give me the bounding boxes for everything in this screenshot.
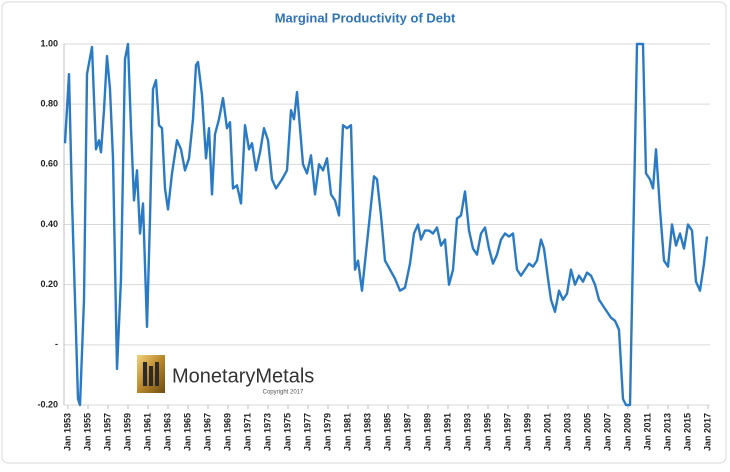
x-tick-label: Jan 1953 [62,413,72,451]
x-tick-label: Jan 1957 [102,413,112,451]
x-tick-label: Jan 1983 [362,413,372,451]
data-line [64,42,709,407]
x-tick-label: Jan 1961 [142,413,152,451]
logo-bar [149,366,153,386]
y-tick-label: -0.20 [37,399,58,409]
y-tick-label: 1.00 [40,38,58,48]
logo-bar [155,362,159,386]
y-tick-label: 0.60 [40,159,58,169]
x-tick-label: Jan 1999 [522,413,532,451]
ticks: 1.00 0.80 0.60 0.40 0.20 - -0.20 Jan 1953 Jan 19… [37,38,712,451]
x-tick-label: Jan 1963 [162,413,172,451]
x-tick-label: Jan 1979 [322,413,332,451]
grid [64,43,710,406]
x-tick-label: Jan 1959 [122,413,132,451]
x-tick-label: Jan 1965 [182,413,192,451]
x-tick-label: Jan 2009 [622,413,632,451]
x-tick-label: Jan 1987 [402,413,412,451]
x-tick-label: Jan 2011 [642,413,652,451]
x-tick-label: Jan 1993 [462,413,472,451]
x-tick-label: Jan 1969 [222,413,232,451]
logo-text: MonetaryMetals [172,365,314,387]
x-tick-label: Jan 1997 [502,413,512,451]
x-tick-label: Jan 1989 [422,413,432,451]
logo-bar [143,362,147,386]
x-tick-label: Jan 1977 [302,413,312,451]
x-tick-label: Jan 1975 [282,413,292,451]
x-tick-label: Jan 1967 [202,413,212,451]
series [64,42,709,407]
y-tick-label: - [55,339,58,349]
chart-title: Marginal Productivity of Debt [275,10,456,25]
x-tick-label: Jan 2007 [602,413,612,451]
x-tick-label: Jan 2003 [562,413,572,451]
x-tick-label: Jan 1991 [442,413,452,451]
x-tick-label: Jan 2001 [542,413,552,451]
logo: MonetaryMetals Copyright 2017 [137,355,314,396]
chart-frame [1,1,727,464]
x-tick-label: Jan 1955 [82,413,92,451]
x-tick-label: Jan 2005 [582,413,592,451]
y-tick-label: 0.80 [40,99,58,109]
logo-copyright: Copyright 2017 [263,390,304,396]
x-tick-label: Jan 1973 [262,413,272,451]
x-tick-label: Jan 1995 [482,413,492,451]
x-tick-label: Jan 1971 [242,413,252,451]
x-tick-label: Jan 1981 [342,413,352,451]
x-tick-label: Jan 1985 [382,413,392,451]
y-tick-label: 0.20 [40,279,58,289]
x-tick-label: Jan 2013 [662,413,672,451]
x-tick-label: Jan 2015 [682,413,692,451]
x-tick-label: Jan 2017 [702,413,712,451]
y-tick-label: 0.40 [40,219,58,229]
